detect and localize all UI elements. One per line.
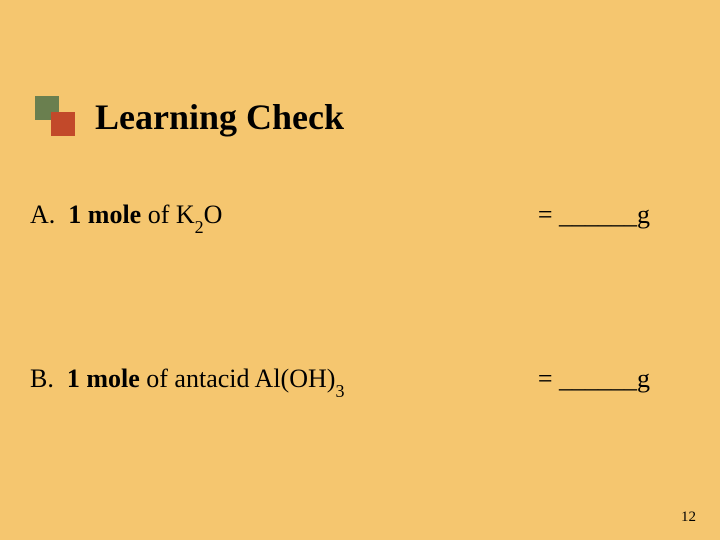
title-bullet-icon [35, 96, 77, 138]
item-b-answer: = ______g [538, 364, 690, 398]
item-b-bold: 1 mole [67, 364, 140, 393]
content-area: A. 1 mole of K2O = ______g B. 1 mole of … [30, 200, 690, 398]
item-a-pre: of K [141, 200, 194, 229]
square-red-icon [51, 112, 75, 136]
slide-title: Learning Check [95, 96, 344, 138]
item-a-post: O [204, 200, 223, 229]
item-a-bold: 1 mole [68, 200, 141, 229]
item-b-text: B. 1 mole of antacid Al(OH)3 [30, 364, 344, 398]
item-b-pre: of antacid Al(OH) [140, 364, 336, 393]
item-a-label: A. [30, 200, 55, 229]
item-a-sub: 2 [195, 217, 204, 237]
item-b-label: B. [30, 364, 54, 393]
title-block: Learning Check [35, 96, 344, 138]
slide: Learning Check A. 1 mole of K2O = ______… [0, 0, 720, 540]
item-a-text: A. 1 mole of K2O [30, 200, 222, 234]
item-a-row: A. 1 mole of K2O = ______g [30, 200, 690, 234]
item-b-sub: 3 [335, 381, 344, 401]
item-a-answer: = ______g [538, 200, 690, 234]
item-b-row: B. 1 mole of antacid Al(OH)3 = ______g [30, 364, 690, 398]
page-number: 12 [681, 509, 696, 526]
